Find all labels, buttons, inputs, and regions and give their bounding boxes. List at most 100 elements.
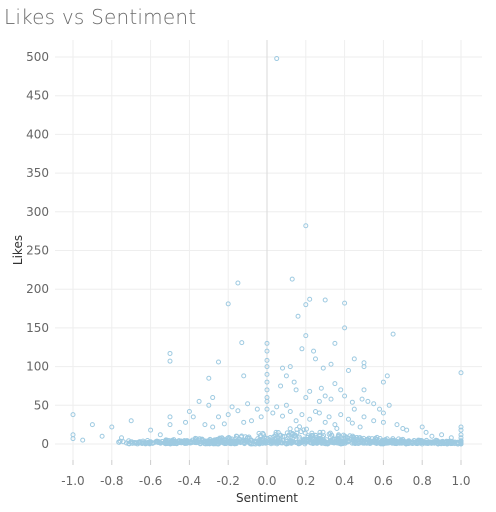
data-point [166, 440, 172, 446]
data-point [345, 439, 351, 445]
x-tick-label: 0.2 [296, 474, 315, 488]
data-point [404, 440, 410, 446]
data-point [342, 433, 348, 439]
data-point [244, 435, 250, 441]
data-point [225, 412, 231, 418]
data-point [316, 398, 322, 404]
data-point [283, 402, 289, 408]
data-point [264, 371, 270, 377]
y-tick-label: 450 [26, 89, 49, 103]
data-point [247, 440, 253, 446]
data-point [311, 348, 317, 354]
data-point [167, 414, 173, 420]
y-tick-label: 500 [26, 50, 49, 64]
data-point [167, 350, 173, 356]
data-point [450, 439, 456, 445]
data-point [239, 340, 245, 346]
data-point [458, 435, 464, 441]
data-point [158, 440, 164, 446]
data-point [256, 430, 262, 436]
data-point [188, 438, 194, 444]
data-point [299, 346, 305, 352]
data-point [320, 438, 326, 444]
data-point [128, 418, 134, 424]
data-point [186, 408, 192, 414]
data-point [307, 416, 313, 422]
data-point [155, 439, 161, 445]
data-point [423, 429, 429, 435]
data-point [307, 296, 313, 302]
data-point [270, 439, 276, 445]
data-point [190, 414, 196, 420]
x-tick-label: 0.0 [257, 474, 276, 488]
data-point [99, 433, 105, 439]
data-point [390, 331, 396, 337]
data-point [163, 437, 169, 443]
data-point [264, 387, 270, 393]
data-point [146, 439, 152, 445]
data-point [254, 406, 260, 412]
data-point [404, 427, 410, 433]
data-point [303, 333, 309, 339]
data-point [206, 439, 212, 445]
data-point [116, 439, 122, 445]
data-point [365, 440, 371, 446]
data-point [307, 388, 313, 394]
data-point [303, 395, 309, 401]
data-point [394, 422, 400, 428]
data-point [241, 373, 247, 379]
data-point [351, 435, 357, 441]
data-point [210, 424, 216, 430]
data-point [216, 414, 221, 420]
data-point [287, 408, 293, 414]
data-point [210, 395, 216, 401]
data-point [128, 439, 134, 445]
data-point [382, 438, 388, 444]
data-point [295, 313, 301, 319]
y-tick-label: 100 [26, 360, 49, 374]
data-point [278, 383, 284, 389]
data-point [458, 432, 464, 438]
y-tick-label: 350 [26, 166, 49, 180]
data-point [291, 433, 297, 439]
data-point [356, 435, 362, 441]
grid-lines [55, 40, 482, 460]
data-point [392, 439, 398, 445]
data-point [293, 387, 299, 393]
data-point [280, 433, 286, 439]
data-point [70, 412, 76, 418]
data-point [301, 427, 307, 433]
data-point [153, 439, 159, 445]
data-point [304, 436, 310, 442]
data-point [271, 434, 277, 440]
data-point [355, 440, 361, 446]
data-point [157, 432, 163, 438]
data-point [287, 364, 293, 370]
x-tick-label: 0.4 [335, 474, 354, 488]
data-point [364, 439, 370, 445]
data-point [351, 356, 357, 362]
data-point [222, 440, 228, 446]
data-point [310, 441, 316, 447]
data-point [338, 387, 344, 393]
data-point [275, 430, 281, 436]
data-point [283, 373, 289, 379]
data-point [264, 348, 270, 354]
data-point [371, 418, 377, 424]
data-point [338, 412, 344, 418]
data-point [303, 223, 309, 229]
data-point [369, 438, 375, 444]
x-tick-label: 1.0 [451, 474, 470, 488]
data-point [274, 404, 280, 410]
data-point [239, 433, 245, 439]
data-point [274, 56, 280, 62]
data-point [279, 439, 285, 445]
data-point [361, 414, 367, 420]
data-point [291, 379, 297, 385]
data-point [267, 439, 273, 445]
data-point [183, 419, 189, 425]
data-point [448, 435, 454, 441]
data-point [349, 420, 355, 426]
data-point [328, 396, 334, 402]
data-point [202, 422, 208, 428]
